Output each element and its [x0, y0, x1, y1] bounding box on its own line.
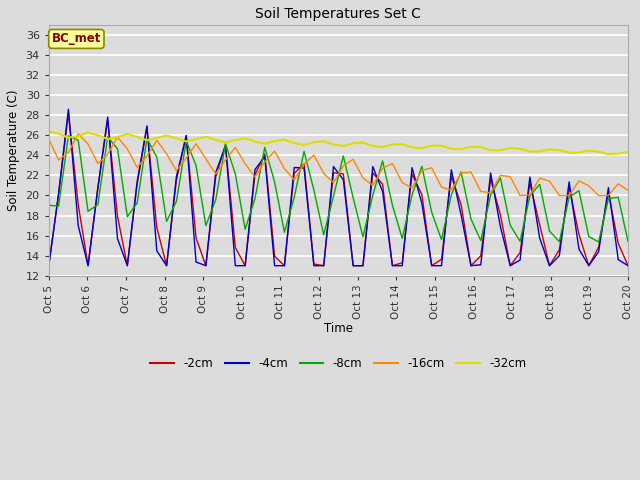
Text: BC_met: BC_met [52, 33, 101, 46]
Legend: -2cm, -4cm, -8cm, -16cm, -32cm: -2cm, -4cm, -8cm, -16cm, -32cm [146, 353, 531, 375]
Y-axis label: Soil Temperature (C): Soil Temperature (C) [7, 90, 20, 211]
X-axis label: Time: Time [324, 322, 353, 335]
Title: Soil Temperatures Set C: Soil Temperatures Set C [255, 7, 421, 21]
